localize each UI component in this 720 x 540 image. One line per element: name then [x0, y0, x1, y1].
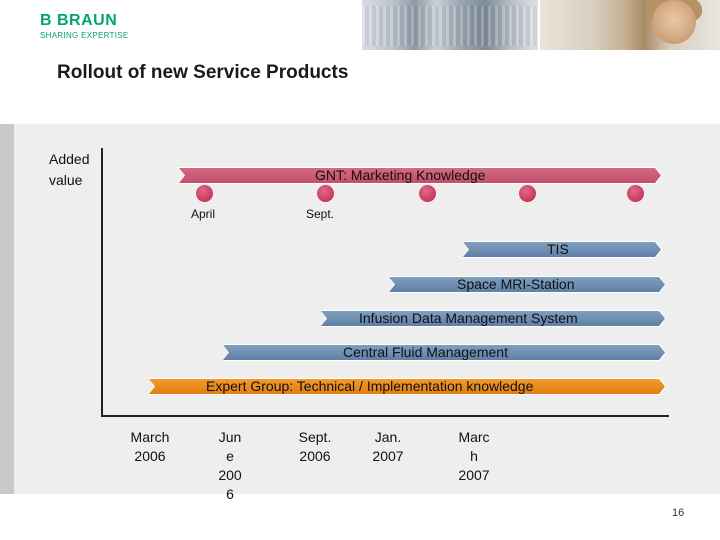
milestone-label-sept: Sept.: [306, 207, 335, 221]
milestone-dot: [627, 185, 644, 202]
bar-label: Central Fluid Management: [343, 344, 508, 360]
bar-infusion-data-management-system: Infusion Data Management System: [320, 310, 666, 327]
milestone-dot: [419, 185, 436, 202]
page-number: 16: [672, 507, 685, 519]
bbraun-logo: B BRAUN SHARING EXPERTISE: [40, 13, 129, 42]
x-label-jan-2007: Jan. 2007: [372, 429, 404, 464]
milestone-label-april: April: [191, 207, 216, 221]
header-photo-person: [540, 0, 720, 50]
bar-tis: TIS: [462, 241, 662, 258]
bar-expert-group: Expert Group: Technical / Implementation…: [148, 378, 666, 395]
x-label-march-2007: Marc h 2007: [458, 429, 490, 483]
diagram-panel: [0, 124, 720, 494]
x-label-sept-2006: Sept. 2006: [298, 429, 332, 464]
bar-label: GNT: Marketing Knowledge: [315, 167, 486, 183]
bar-space-mri-station: Space MRI-Station: [388, 276, 666, 293]
bar-label: Expert Group: Technical / Implementation…: [206, 378, 534, 394]
logo-tagline: SHARING EXPERTISE: [40, 31, 129, 40]
x-label-june-2006: Jun e 200 6: [218, 429, 242, 502]
header-photo-building: [362, 0, 538, 50]
panel-left-edge: [0, 124, 14, 494]
x-label-march-2006: March 2006: [130, 429, 170, 464]
bar-label: Space MRI-Station: [457, 276, 575, 292]
logo-wordmark: B BRAUN: [40, 12, 118, 29]
bar-label: Infusion Data Management System: [359, 310, 578, 326]
milestone-dot: [317, 185, 334, 202]
x-axis-line: [101, 415, 669, 417]
milestone-dot: [519, 185, 536, 202]
y-axis-label: Added value: [49, 151, 90, 188]
bar-central-fluid-management: Central Fluid Management: [222, 344, 666, 361]
page-title: Rollout of new Service Products: [57, 62, 349, 83]
bar-gnt-marketing-knowledge: GNT: Marketing Knowledge: [178, 167, 662, 184]
y-axis-line: [101, 148, 103, 417]
milestone-dot: [196, 185, 213, 202]
bar-label: TIS: [547, 241, 569, 257]
